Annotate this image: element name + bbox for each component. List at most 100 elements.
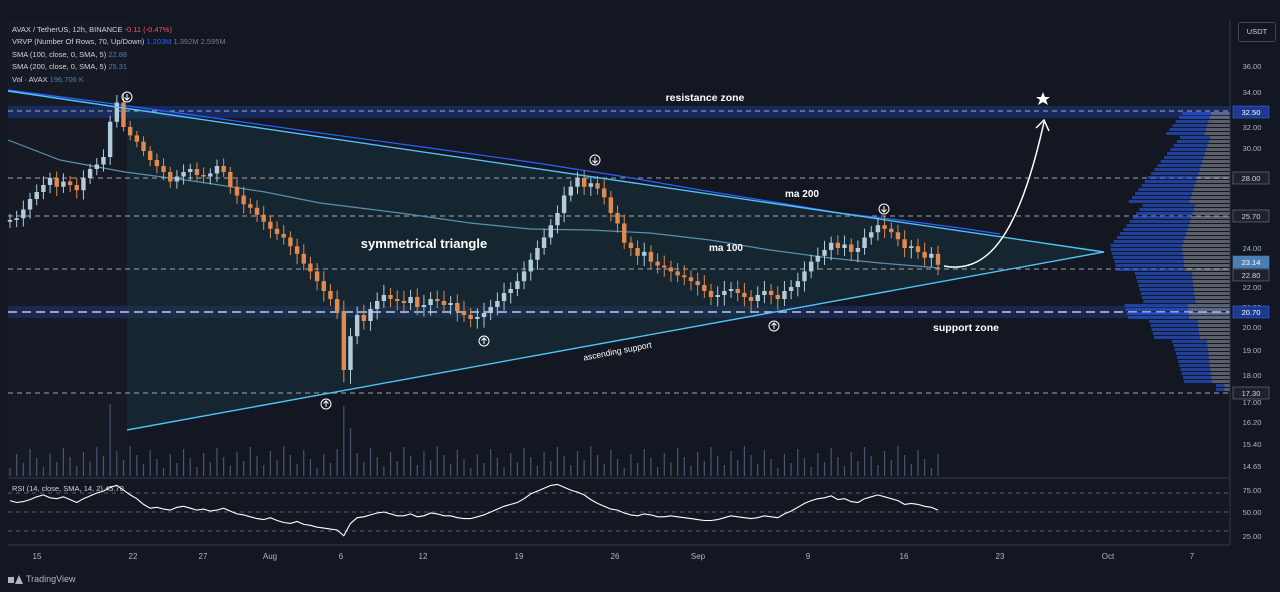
vprofile-up-bar bbox=[1110, 244, 1183, 247]
vprofile-up-bar bbox=[1132, 216, 1192, 219]
price-label: 23.14 bbox=[1242, 258, 1261, 267]
candle-body bbox=[521, 271, 527, 282]
ma100-label: ma 100 bbox=[709, 243, 743, 254]
candle-body bbox=[261, 214, 266, 222]
volume-bar bbox=[810, 467, 812, 476]
vprofile-down-bar bbox=[1207, 344, 1230, 347]
tradingview-wordmark: TradingView bbox=[26, 574, 76, 584]
vprofile-up-bar bbox=[1149, 320, 1198, 323]
vol-label[interactable]: Vol · AVAX bbox=[12, 74, 48, 84]
candle-body bbox=[188, 169, 193, 172]
volume-bar bbox=[162, 468, 165, 476]
vprofile-down-bar bbox=[1194, 296, 1230, 299]
vprofile-down-bar bbox=[1197, 176, 1230, 179]
volume-bar bbox=[683, 457, 685, 476]
price-label: 22.80 bbox=[1242, 271, 1261, 280]
pivot-down-icon bbox=[121, 91, 133, 103]
vprofile-up-bar bbox=[1179, 136, 1210, 139]
vprofile-down-bar bbox=[1203, 156, 1230, 159]
candle-body bbox=[748, 297, 754, 301]
volume-bar bbox=[763, 450, 766, 476]
candle-body bbox=[421, 305, 427, 307]
volume-bar bbox=[349, 428, 352, 476]
symbol-title[interactable]: AVAX / TetherUS, 12h, BINANCE bbox=[12, 25, 123, 34]
volume-bar bbox=[677, 448, 679, 476]
vprofile-up-bar bbox=[1170, 148, 1207, 151]
vprofile-up-bar bbox=[1139, 288, 1194, 291]
volume-bar bbox=[409, 456, 412, 476]
vprofile-down-bar bbox=[1188, 312, 1230, 315]
volume-bar bbox=[803, 458, 806, 476]
support-zone-label: support zone bbox=[933, 322, 999, 334]
volume-bar bbox=[717, 456, 719, 476]
time-tick: 26 bbox=[611, 552, 620, 561]
vprofile-down-bar bbox=[1192, 192, 1230, 195]
vprofile-up-bar bbox=[1174, 348, 1208, 351]
rsi-label[interactable]: RSI (14, close, SMA, 14, 2) bbox=[12, 484, 103, 493]
price-tick: 36.00 bbox=[1243, 62, 1262, 71]
vprofile-down-bar bbox=[1210, 372, 1230, 375]
candle-body bbox=[889, 228, 894, 233]
vprofile-down-bar bbox=[1184, 268, 1230, 271]
time-tick: 22 bbox=[129, 552, 138, 561]
volume-bar bbox=[623, 468, 625, 476]
volume-bar bbox=[102, 456, 105, 476]
volume-bar bbox=[890, 460, 892, 476]
volume-bar bbox=[930, 468, 932, 476]
vprofile-down-bar bbox=[1209, 136, 1230, 139]
vprofile-up-bar bbox=[1137, 280, 1193, 283]
volume-bar bbox=[883, 451, 886, 476]
vprofile-up-bar bbox=[1147, 176, 1198, 179]
volume-bar bbox=[823, 462, 826, 476]
candle-body bbox=[601, 188, 607, 198]
volume-bar bbox=[476, 454, 478, 476]
volume-bar bbox=[343, 406, 345, 476]
volume-bar bbox=[670, 462, 672, 476]
candle-body bbox=[501, 293, 507, 301]
volume-bar bbox=[863, 447, 866, 476]
vrvp-label[interactable]: VRVP (Number Of Rows, 70, Up/Down) bbox=[12, 37, 145, 47]
volume-bar bbox=[276, 460, 278, 476]
volume-bar bbox=[757, 464, 759, 476]
vprofile-up-bar bbox=[1173, 144, 1208, 147]
price-tick: 22.00 bbox=[1243, 283, 1262, 292]
vprofile-down-bar bbox=[1188, 308, 1230, 311]
volume-bar bbox=[650, 458, 652, 476]
vprofile-down-bar bbox=[1205, 128, 1230, 131]
candle-body bbox=[194, 169, 200, 175]
volume-bar bbox=[656, 467, 659, 476]
volume-bar bbox=[16, 454, 18, 476]
vprofile-up-bar bbox=[1124, 304, 1188, 307]
sma200-legend: SMA (200, close, 0, SMA, 5) 25.31 bbox=[12, 61, 226, 73]
candle-body bbox=[234, 186, 240, 196]
candle-body bbox=[21, 209, 26, 219]
vprofile-down-bar bbox=[1193, 188, 1230, 191]
vprofile-up-bar bbox=[1166, 132, 1205, 135]
sma100-label[interactable]: SMA (100, close, 0, SMA, 5) bbox=[12, 49, 107, 59]
sma200-label[interactable]: SMA (200, close, 0, SMA, 5) bbox=[12, 62, 107, 72]
vprofile-down-bar bbox=[1183, 256, 1230, 259]
candle-body bbox=[695, 281, 700, 286]
candle-body bbox=[27, 199, 33, 210]
candle-body bbox=[248, 204, 253, 208]
vprofile-down-bar bbox=[1182, 248, 1230, 251]
candle-body bbox=[154, 160, 160, 166]
volume-bar bbox=[289, 455, 292, 476]
vprofile-down-bar bbox=[1195, 180, 1230, 183]
vprofile-down-bar bbox=[1195, 204, 1230, 207]
vprofile-down-bar bbox=[1192, 280, 1230, 283]
vprofile-down-bar bbox=[1206, 148, 1230, 151]
candle-body bbox=[815, 255, 821, 262]
currency-button[interactable]: USDT bbox=[1238, 22, 1276, 42]
candle-body bbox=[615, 213, 620, 224]
vprofile-up-bar bbox=[1135, 192, 1193, 195]
time-tick: 9 bbox=[806, 552, 811, 561]
pivot-down-icon bbox=[878, 203, 890, 215]
candle-body bbox=[762, 291, 767, 295]
candle-body bbox=[401, 301, 407, 303]
vprofile-down-bar bbox=[1224, 384, 1230, 387]
vprofile-down-bar bbox=[1207, 348, 1230, 351]
candle-body bbox=[134, 135, 140, 142]
sma100-legend: SMA (100, close, 0, SMA, 5) 22.88 bbox=[12, 49, 226, 61]
